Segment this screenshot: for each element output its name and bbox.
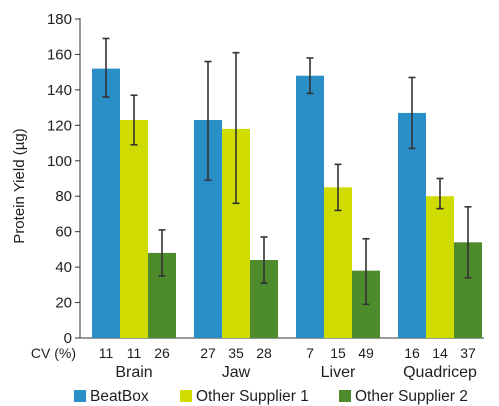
cv-row: 11 27 7 16 11 35 15 14 26 28 49 37 CV (%) xyxy=(31,345,476,361)
cv-value: 37 xyxy=(460,345,476,361)
cv-value: 7 xyxy=(306,345,314,361)
legend-label: Other Supplier 1 xyxy=(196,388,309,405)
category-label: Jaw xyxy=(222,364,251,381)
cv-value: 11 xyxy=(99,345,114,361)
cv-value: 15 xyxy=(330,345,346,361)
category-label: Liver xyxy=(321,364,356,381)
y-tick-label: 180 xyxy=(47,11,72,28)
bar xyxy=(398,112,426,338)
cv-value: 28 xyxy=(256,345,272,361)
bar xyxy=(426,196,454,338)
legend-swatch xyxy=(180,390,192,402)
y-tick-label: 140 xyxy=(47,82,72,99)
cv-value: 26 xyxy=(154,345,170,361)
error-bars xyxy=(102,37,472,306)
cv-value: 35 xyxy=(228,345,244,361)
cv-value: 11 xyxy=(127,345,142,361)
legend-label: BeatBox xyxy=(90,388,149,405)
y-axis-label: Protein Yield (µg) xyxy=(11,128,28,243)
y-tick-label: 100 xyxy=(47,153,72,170)
category-label: Quadricep xyxy=(403,364,477,381)
bars xyxy=(92,68,482,339)
bar xyxy=(92,68,120,338)
y-tick-label: 20 xyxy=(55,295,72,312)
bar xyxy=(324,187,352,338)
legend: BeatBox Other Supplier 1 Other Supplier 2 xyxy=(74,388,468,405)
y-tick-label: 60 xyxy=(55,224,72,241)
cv-value: 16 xyxy=(404,345,420,361)
legend-label: Other Supplier 2 xyxy=(355,388,468,405)
y-tick-label: 120 xyxy=(47,117,72,134)
y-tick-label: 80 xyxy=(55,188,72,205)
cv-value: 27 xyxy=(200,345,216,361)
y-tick-label: 160 xyxy=(47,46,72,63)
bar xyxy=(296,75,324,338)
category-label: Brain xyxy=(115,364,152,381)
y-tick-label: 40 xyxy=(55,259,72,276)
y-tick-label: 0 xyxy=(64,330,72,347)
cv-axis-label: CV (%) xyxy=(31,345,76,361)
category-labels: Brain Jaw Liver Quadricep xyxy=(115,364,477,381)
legend-swatch xyxy=(74,390,86,402)
cv-value: 14 xyxy=(432,345,448,361)
legend-swatch xyxy=(339,390,351,402)
cv-value: 49 xyxy=(358,345,374,361)
bar xyxy=(120,120,148,339)
